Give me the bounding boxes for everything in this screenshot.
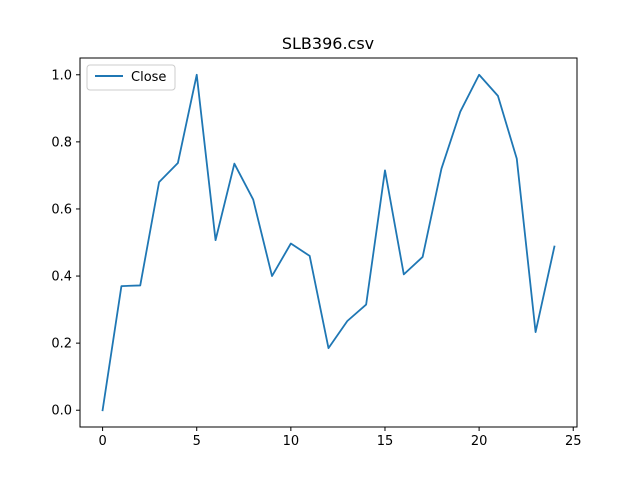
- y-tick-label: 0.4: [51, 270, 72, 285]
- data-point: [516, 158, 518, 160]
- x-tick-label: 0: [98, 434, 106, 449]
- data-point: [271, 275, 273, 277]
- data-point: [535, 331, 537, 333]
- series-line-close: [101, 73, 556, 412]
- legend: Close: [86, 64, 176, 91]
- data-point: [553, 246, 555, 248]
- chart-title: SLB396.csv: [282, 34, 374, 53]
- plot-area: 0 5 10 15 20 25 0.0 0.2 0.4 0.6 0.8 1.0: [51, 57, 582, 449]
- data-point: [196, 74, 198, 76]
- data-point: [120, 285, 122, 287]
- data-point: [365, 304, 367, 306]
- data-point: [497, 95, 499, 97]
- data-point: [102, 409, 104, 411]
- x-tick-label: 10: [283, 434, 300, 449]
- data-point: [440, 168, 442, 170]
- data-point: [290, 243, 292, 245]
- legend-box: [86, 64, 176, 91]
- data-point: [403, 273, 405, 275]
- data-point: [328, 347, 330, 349]
- data-point: [309, 255, 311, 257]
- axes-frame: [79, 57, 578, 428]
- data-point: [422, 256, 424, 258]
- data-point: [139, 284, 141, 286]
- legend-label-close: Close: [131, 70, 166, 85]
- data-point: [158, 181, 160, 183]
- data-point: [478, 74, 480, 76]
- y-tick-label: 0.0: [51, 404, 72, 419]
- x-tick-label: 15: [377, 434, 394, 449]
- y-tick-label: 0.8: [51, 135, 72, 150]
- data-point: [177, 162, 179, 164]
- data-point: [215, 239, 217, 241]
- data-point: [252, 199, 254, 201]
- x-tick-label: 5: [193, 434, 201, 449]
- data-point: [384, 169, 386, 171]
- y-tick-label: 0.2: [51, 337, 72, 352]
- y-tick-label: 1.0: [51, 68, 72, 83]
- y-tick-label: 0.6: [51, 202, 72, 217]
- x-tick-label: 20: [471, 434, 488, 449]
- data-point: [346, 320, 348, 322]
- data-point: [233, 163, 235, 165]
- x-tick-label: 25: [565, 434, 582, 449]
- data-point: [459, 111, 461, 113]
